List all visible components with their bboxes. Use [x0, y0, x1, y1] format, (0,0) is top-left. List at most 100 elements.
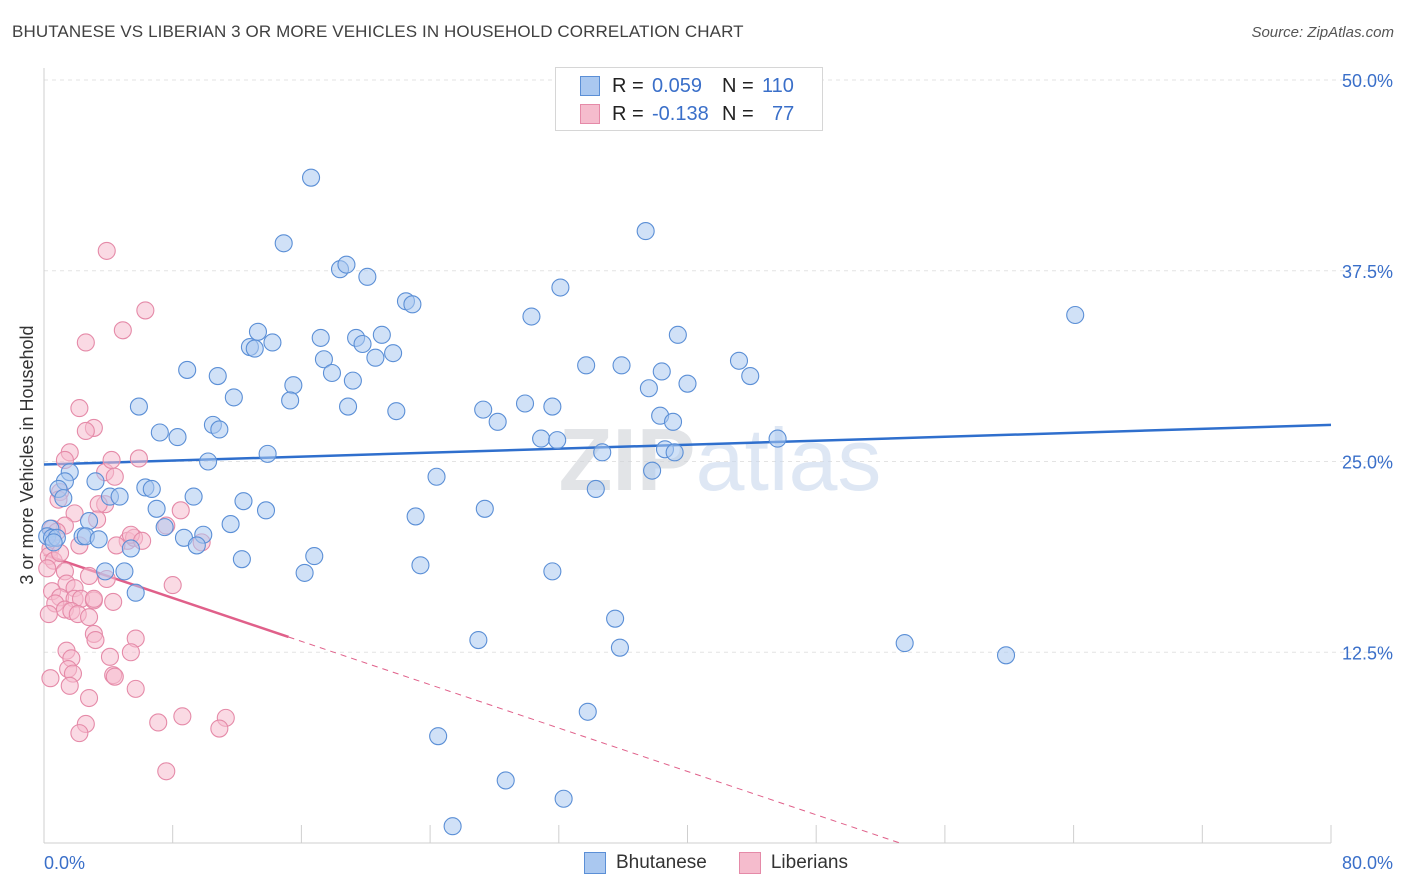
bhutanese-point: [224, 388, 243, 407]
bhutanese-point: [305, 547, 324, 566]
watermark-atlas: atlas: [696, 410, 882, 509]
bhutanese-point: [678, 374, 697, 393]
r-value: -0.138: [652, 102, 709, 125]
bhutanese-point: [263, 333, 282, 352]
bhutanese-point: [636, 222, 655, 241]
liberian-point: [97, 241, 116, 260]
bhutanese-point: [96, 562, 115, 581]
bhutanese-point: [178, 360, 197, 379]
legend-swatch-blue: [580, 76, 600, 96]
liberian-point: [163, 576, 182, 595]
bhutanese-point: [522, 307, 541, 326]
axes: [43, 68, 1332, 844]
bhutanese-point: [532, 429, 551, 448]
r-label: R =: [612, 102, 644, 125]
n-label: N =: [722, 74, 754, 97]
y-tick-label: 12.5%: [1342, 643, 1393, 663]
bhutanese-point: [474, 400, 493, 419]
bhutanese-point: [44, 533, 63, 552]
y-tick-label: 25.0%: [1342, 453, 1393, 473]
bhutanese-point: [554, 789, 573, 808]
bhutanese-point: [281, 391, 300, 410]
bhutanese-point: [577, 356, 596, 375]
bhutanese-point: [996, 646, 1016, 665]
series-legend: Bhutanese Liberians: [584, 852, 880, 874]
bhutanese-point: [232, 550, 251, 569]
liberian-point: [173, 707, 192, 726]
bhutanese-point: [610, 638, 629, 657]
bhutanese-point: [86, 472, 105, 491]
bhutanese-point: [606, 609, 625, 628]
liberian-point: [121, 643, 140, 662]
bhutanese-point: [79, 511, 99, 531]
liberian-point: [129, 449, 148, 468]
bhutanese-point: [372, 325, 391, 344]
bhutanese-point: [406, 507, 425, 526]
bhutanese-point: [387, 402, 406, 421]
liberian-point: [84, 589, 103, 608]
r-value: 0.059: [652, 74, 703, 97]
liberian-point: [41, 669, 60, 688]
liberian-point: [105, 467, 124, 486]
liberian-point: [210, 719, 229, 738]
bhutanese-point: [295, 563, 314, 582]
liberian-point: [65, 504, 84, 523]
bhutanese-point: [221, 515, 240, 534]
bhutanese-point: [578, 702, 597, 721]
bhutanese-point: [515, 394, 535, 413]
liberian-point: [60, 676, 79, 695]
bhutanese-point: [208, 366, 227, 386]
bhutanese-point: [147, 499, 166, 518]
bhutanese-point: [150, 423, 169, 442]
bhutanese-point: [411, 556, 430, 575]
bhutanese-point: [488, 412, 507, 431]
bhutanese-point: [741, 366, 760, 386]
liberian-point: [102, 450, 121, 470]
liberian-point: [100, 647, 120, 666]
bhutanese-point: [199, 452, 218, 471]
bhutanese-point: [643, 461, 662, 480]
bhutanese-point: [665, 443, 684, 462]
bhutanese-point: [337, 255, 356, 274]
bhutanese-point: [543, 562, 562, 581]
legend-row-liberians: R = -0.138 N = 77: [580, 100, 794, 128]
y-axis-label: 3 or more Vehicles in Household: [17, 325, 37, 584]
bhutanese-point: [234, 492, 253, 511]
bhutanese-point: [551, 278, 570, 297]
bhutanese-point: [302, 168, 321, 187]
liberian-point: [113, 321, 132, 340]
bhutanese-point: [652, 362, 671, 381]
liberian-point: [38, 559, 57, 578]
bhutanese-point: [248, 322, 268, 341]
liberian-point: [79, 566, 99, 586]
bhutanese-point: [142, 479, 161, 499]
bhutanese-point: [184, 487, 203, 506]
bhutanese-point: [612, 356, 631, 375]
source-label: Source: ZipAtlas.com: [1251, 24, 1394, 41]
liberian-point: [105, 667, 124, 686]
stats-legend: R = 0.059 N = 110 R = -0.138 N = 77: [555, 67, 823, 131]
bhutanese-point: [593, 443, 612, 462]
bhutanese-point: [110, 487, 129, 506]
y-tick-label: 50.0%: [1342, 71, 1393, 91]
chart-title: BHUTANESE VS LIBERIAN 3 OR MORE VEHICLES…: [12, 22, 744, 41]
legend-row-bhutanese: R = 0.059 N = 110: [580, 72, 794, 100]
bhutanese-point: [543, 397, 562, 416]
bhutanese-point: [155, 518, 174, 537]
bhutanese-point: [729, 351, 749, 370]
legend-item-bhutanese: Bhutanese: [584, 852, 707, 874]
legend-label: Liberians: [770, 852, 848, 873]
bhutanese-point: [663, 412, 683, 431]
bhutanese-point: [475, 499, 494, 518]
liberian-point: [79, 608, 99, 627]
bhutanese-point: [895, 634, 914, 653]
bhutanese-trend-line: [43, 423, 1332, 466]
x-tick-label: 80.0%: [1342, 853, 1393, 873]
legend-swatch-blue: [584, 852, 606, 874]
liberian-trend-extension: [288, 636, 901, 844]
legend-swatch-pink: [738, 852, 761, 874]
liberian-point: [157, 762, 176, 781]
bhutanese-point: [168, 428, 187, 447]
bhutanese-point: [469, 630, 488, 650]
